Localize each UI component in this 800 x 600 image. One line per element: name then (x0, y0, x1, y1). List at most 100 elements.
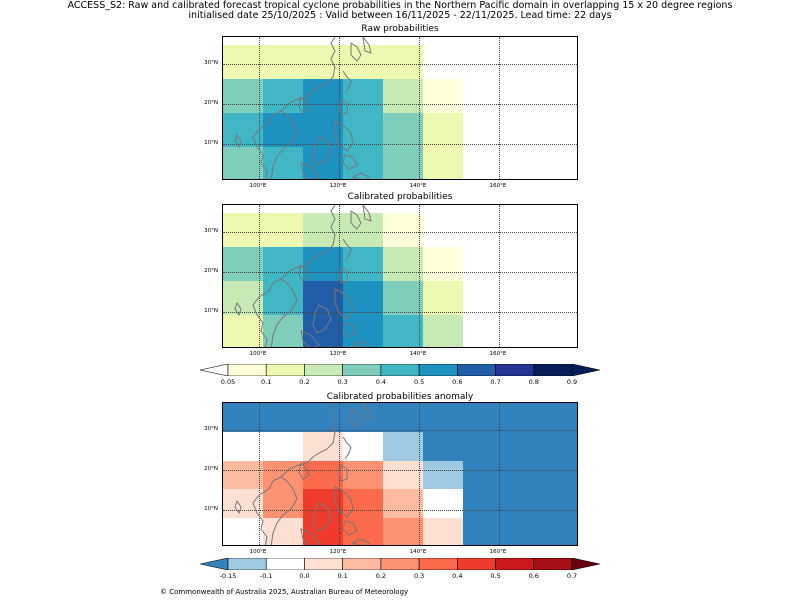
region-cell (263, 403, 303, 432)
raw-probabilities-map (222, 36, 578, 180)
lat-label-30n: 30°N (204, 60, 218, 66)
parallel-gridline (223, 144, 577, 145)
calibrated-anomaly-map (222, 402, 578, 546)
colorbar-tick-label: -0.1 (259, 572, 273, 580)
region-cell (263, 431, 303, 461)
anomaly-panel-title: Calibrated probabilities anomaly (326, 392, 474, 402)
calibrated-panel-title: Calibrated probabilities (347, 192, 453, 202)
region-cell (343, 113, 383, 147)
coastline (351, 340, 370, 347)
region-cell (223, 281, 263, 315)
region-cell (383, 403, 423, 432)
coastline-overlay (234, 37, 372, 179)
region-cell (423, 518, 463, 545)
colorbar-tick-label: 0.5 (490, 572, 501, 580)
region-cell (223, 315, 263, 347)
coastline (334, 486, 354, 518)
region-cell (223, 213, 263, 247)
region-cell (303, 281, 343, 315)
colorbar-tick-label: 0.1 (337, 572, 348, 580)
coastline (300, 528, 320, 545)
lon-label-120e: 120°E (329, 183, 347, 189)
coastline (234, 301, 242, 317)
figure-title: ACCESS_S2: Raw and calibrated forecast t… (67, 0, 733, 11)
region-cell (303, 518, 343, 545)
coastline (252, 205, 336, 347)
parallel-gridline (223, 272, 577, 273)
lat-label-20n: 20°N (204, 268, 218, 274)
coastline (350, 42, 362, 62)
meridian-gridline (259, 403, 260, 545)
region-cell (383, 147, 423, 179)
lon-label-100e: 100°E (249, 351, 267, 357)
colorbar-segment (418, 364, 458, 376)
coastline (342, 70, 352, 94)
colorbar-tick-label: 0.6 (528, 572, 539, 580)
parallel-gridline (223, 64, 577, 65)
coastline (298, 95, 310, 114)
coastline (312, 502, 332, 532)
coastline (351, 538, 370, 545)
colorbar-tick-label: 0.7 (490, 378, 501, 386)
colorbar-tick-label: 0.2 (299, 378, 310, 386)
region-cell (343, 403, 383, 432)
region-cell (303, 403, 343, 432)
colorbar-segment (457, 558, 496, 570)
colorbar-segment (342, 364, 382, 376)
colorbar-segment (533, 558, 573, 570)
coastline (234, 499, 242, 515)
region-cell (303, 460, 343, 490)
region-cell (263, 147, 303, 179)
colorbar-segment (304, 558, 343, 570)
region-cell (303, 315, 343, 347)
colorbar-segment (342, 558, 382, 570)
lon-label-100e: 100°E (249, 183, 267, 189)
coastline-overlay (234, 403, 372, 545)
colorbar-tick-label: 0.6 (452, 378, 463, 386)
region-cell (223, 518, 263, 545)
colorbar-segment (227, 558, 267, 570)
lon-label-140e: 140°E (409, 183, 427, 189)
region-cell (223, 431, 263, 461)
colorbar-segment (418, 558, 458, 570)
lon-label-160e: 160°E (489, 549, 507, 555)
figure-subtitle: initialised date 25/10/2025 : Valid betw… (188, 10, 612, 21)
region-cell (223, 45, 263, 79)
parallel-gridline (223, 312, 577, 313)
lon-label-160e: 160°E (489, 183, 507, 189)
colorbar-tick-label: 0.5 (413, 378, 425, 386)
region-cell (263, 79, 303, 113)
coastline (342, 238, 352, 262)
region-cell (223, 247, 263, 281)
colorbar-segment (265, 558, 305, 570)
colorbar-tick-label: 0.8 (528, 378, 539, 386)
coastline (362, 403, 372, 420)
coastline (270, 278, 298, 347)
region-cell (423, 113, 463, 147)
meridian-gridline (419, 205, 420, 347)
region-cell (383, 518, 423, 545)
region-cell (423, 79, 463, 113)
coastline (334, 120, 354, 152)
meridian-gridline (259, 205, 260, 347)
colorbar-tick-label: 0.0 (299, 572, 310, 580)
parallel-gridline (223, 232, 577, 233)
coastline (298, 263, 310, 282)
region-cell (383, 79, 423, 113)
region-cell (303, 213, 343, 247)
lat-label-20n: 20°N (204, 466, 218, 472)
colorbar-tick-label: -0.15 (219, 572, 237, 580)
region-cell (263, 45, 303, 79)
colorbar-segment (380, 558, 420, 570)
colorbar-tick-label: 0.3 (337, 378, 348, 386)
coastline (338, 266, 348, 284)
region-cell (263, 213, 303, 247)
lat-label-20n: 20°N (204, 100, 218, 106)
coastline (252, 37, 336, 179)
coastline (252, 403, 336, 545)
region-cell (263, 518, 303, 545)
colorbar-tick-label: 0.4 (375, 378, 387, 386)
raw-panel-title: Raw probabilities (361, 24, 439, 34)
colorbar-segment (533, 364, 573, 376)
colorbar-tick-label: 0.7 (566, 572, 578, 580)
